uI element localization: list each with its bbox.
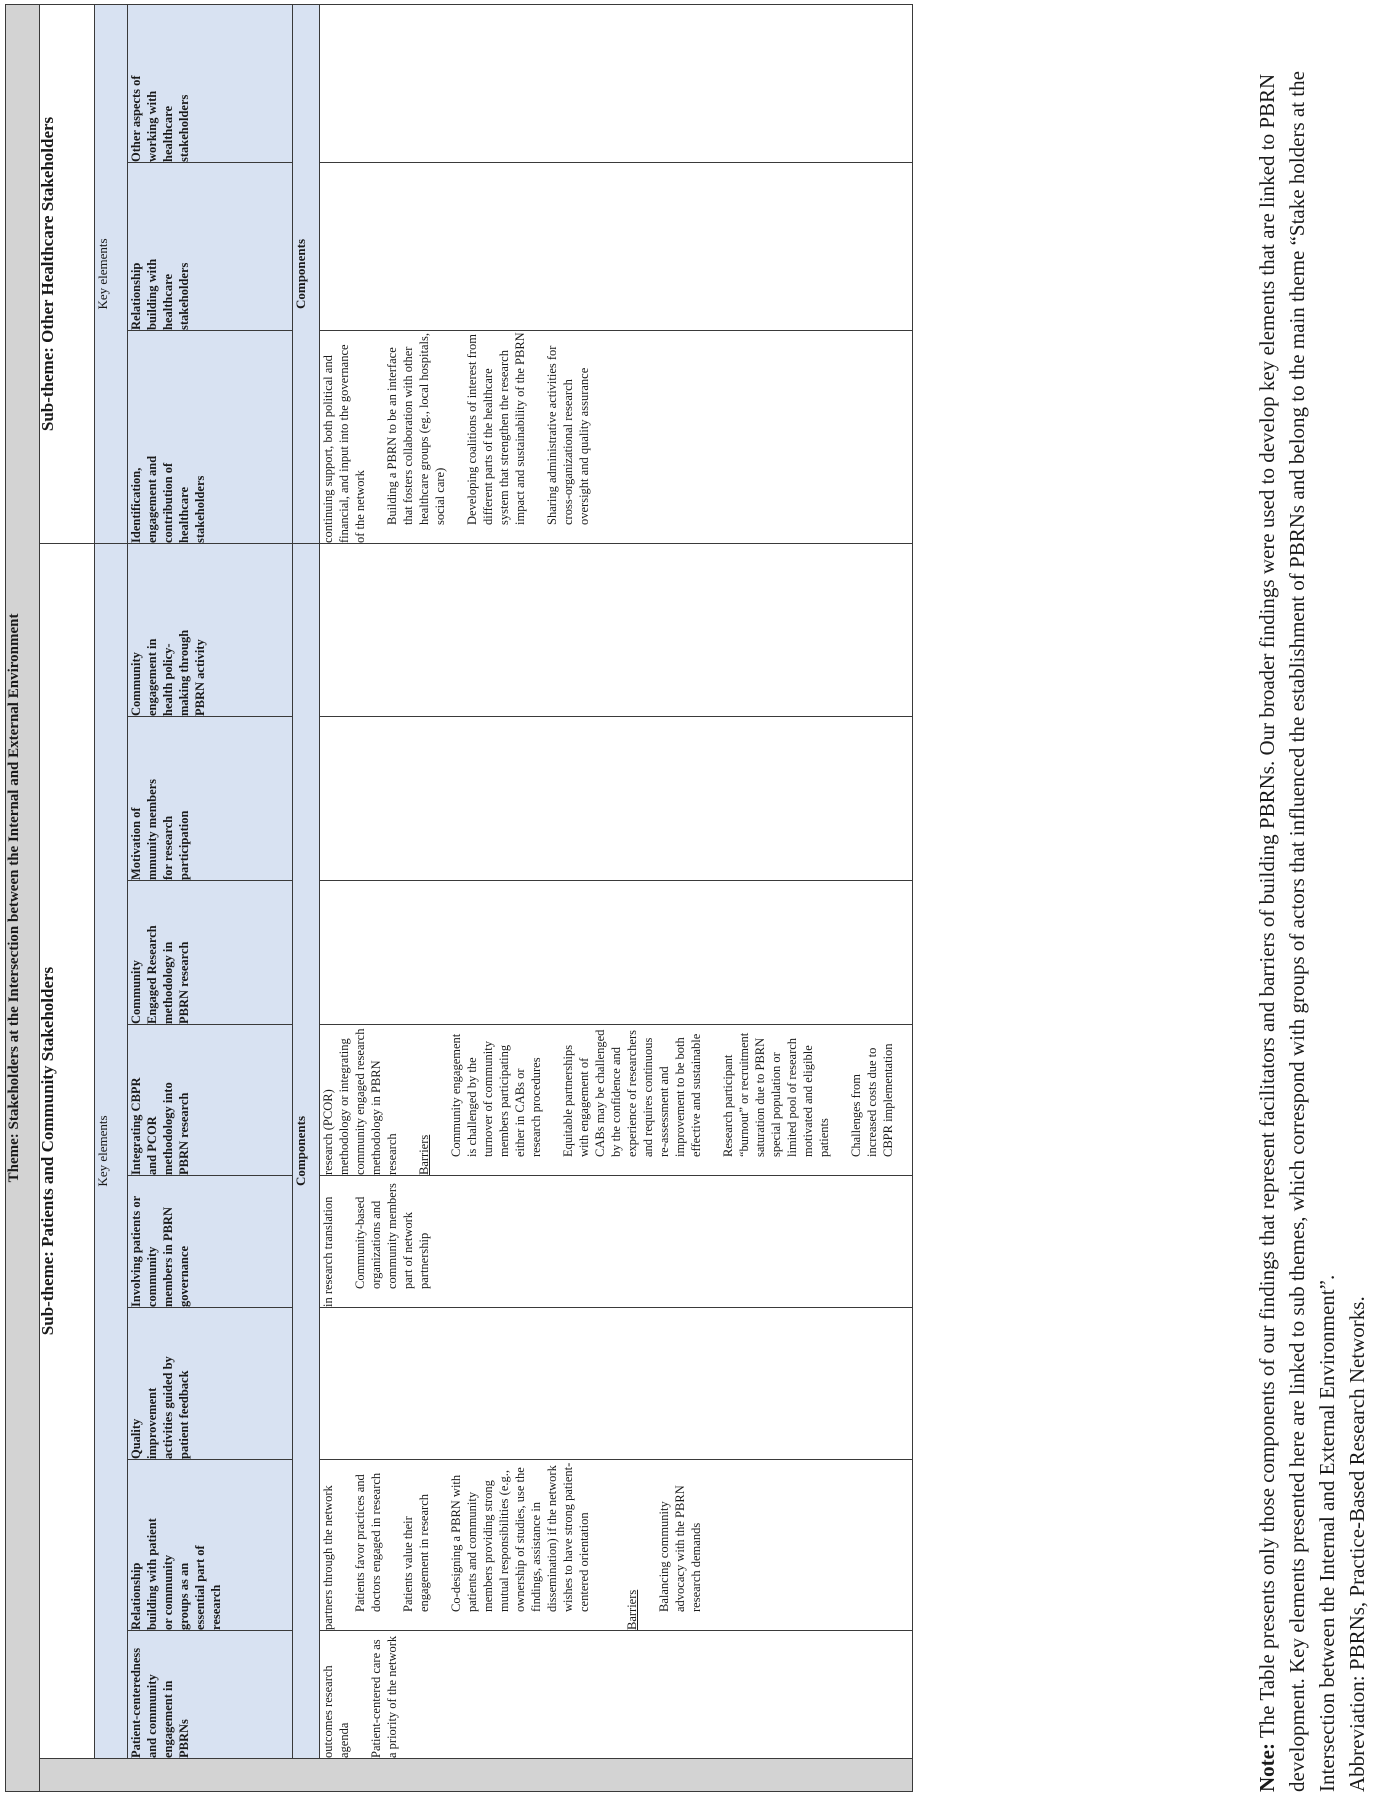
components-cell xyxy=(319,880,913,1025)
components-cell: continuing support, both political and f… xyxy=(319,330,913,544)
theme-title: Theme: Stakeholders at the Intersection … xyxy=(5,4,40,1792)
component-text: outcomes research agenda xyxy=(321,1665,351,1758)
component-text: continuing support, both political and f… xyxy=(321,344,367,543)
barriers-label: Barriers xyxy=(625,1589,639,1630)
column-header: Quality improvement activities guided by… xyxy=(127,1307,293,1460)
component-text: Community engagement is challenged by th… xyxy=(449,1033,543,1157)
blank-column xyxy=(39,1758,913,1792)
column-header: Community Engaged Research methodology i… xyxy=(127,880,293,1025)
note-label: Note: xyxy=(1255,1743,1279,1792)
column-header: Patient-centeredness and community engag… xyxy=(127,1630,293,1759)
component-text: Challenges from increased costs due to C… xyxy=(849,1043,895,1157)
component-text: Balancing community advocacy with the PB… xyxy=(657,1485,703,1612)
components-cell xyxy=(319,162,913,331)
table-note: Note: The Table presents only those comp… xyxy=(1252,7,1372,1792)
subtheme-healthcare: Sub-theme: Other Healthcare Stakeholders xyxy=(38,4,95,544)
note-text: The Table presents only those components… xyxy=(1255,71,1339,1792)
component-text: Patient-centered care as a priority of t… xyxy=(369,1635,399,1758)
barriers-label: Barriers xyxy=(417,1134,431,1175)
components-label: Components xyxy=(292,543,320,1759)
components-cell xyxy=(319,716,913,881)
abbreviation-text: Abbreviation: PBRNs, Practice-Based Rese… xyxy=(1345,1296,1369,1792)
column-header: Motivation of mmunity members for resear… xyxy=(127,716,293,881)
component-text: Developing coalitions of interest from d… xyxy=(465,332,527,525)
component-text: Patients value their engagement in resea… xyxy=(401,1494,431,1612)
component-text: Building a PBRN to be an interface that … xyxy=(385,333,447,525)
key-elements-label: Key elements xyxy=(94,4,128,544)
column-header: Integrating CBPR and PCOR methodology in… xyxy=(127,1024,293,1176)
column-header: Other aspects of working with healthcare… xyxy=(127,4,293,163)
components-label: Components xyxy=(292,4,320,544)
components-cell xyxy=(319,4,913,163)
component-text: Equitable partnerships with engagement o… xyxy=(561,1029,703,1157)
components-cell: research (PCOR) methodology or integrati… xyxy=(319,1024,913,1176)
components-cell xyxy=(319,543,913,717)
component-text: research (PCOR) methodology or integrati… xyxy=(321,1028,399,1175)
column-header: Relationship building with patient or co… xyxy=(127,1459,293,1631)
column-header: Community engagement in health policy-ma… xyxy=(127,543,293,717)
key-elements-label: Key elements xyxy=(94,543,128,1759)
subtheme-patients: Sub-theme: Patients and Community Stakeh… xyxy=(38,543,95,1759)
column-header: Involving patients or community members … xyxy=(127,1175,293,1308)
component-text: Sharing administrative activities for cr… xyxy=(545,345,591,525)
component-text: in research translation xyxy=(321,1196,335,1307)
findings-table: Theme: Stakeholders at the Intersection … xyxy=(5,4,913,1792)
column-header: Relationship building with healthcare st… xyxy=(127,162,293,331)
components-cell: in research translation Community-based … xyxy=(319,1175,913,1308)
components-cell xyxy=(319,1307,913,1460)
component-text: Community-based organizations and commun… xyxy=(353,1183,431,1289)
components-cell: outcomes research agenda Patient-centere… xyxy=(319,1630,913,1759)
component-text: Patients favor practices and doctors eng… xyxy=(353,1472,383,1612)
component-text: partners through the network xyxy=(321,1485,335,1630)
column-header: Identification, engagement and contribut… xyxy=(127,330,293,544)
component-text: Research participant “burnout” or recrui… xyxy=(721,1032,831,1157)
component-text: Co-designing a PBRN with patients and co… xyxy=(449,1462,591,1612)
components-cell: partners through the network Patients fa… xyxy=(319,1459,913,1631)
